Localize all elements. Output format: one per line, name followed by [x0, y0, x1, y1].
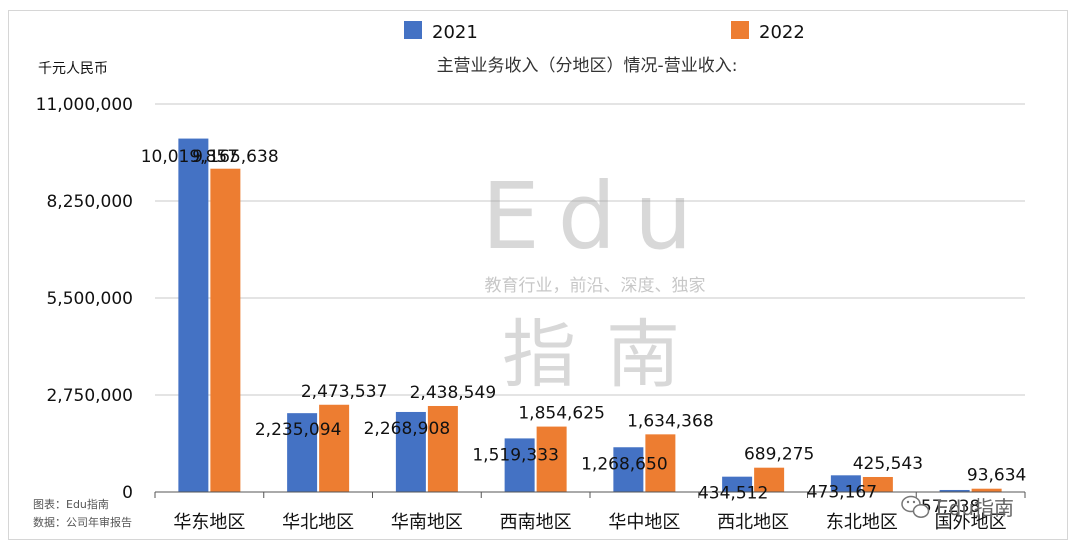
bar-2021 — [939, 489, 970, 492]
data-label-2021: 434,512 — [698, 484, 768, 504]
data-label-2021: 57,238 — [921, 497, 980, 517]
data-label-2022: 425,543 — [853, 454, 923, 474]
category-label: 华南地区 — [391, 512, 463, 533]
axis: 0 2,750,000 5,500,000 8,250,000 11,000,000 华东… — [36, 95, 1026, 533]
data-label-2021: 2,268,908 — [364, 419, 451, 439]
wechat-icon — [901, 495, 930, 518]
bar-2022 — [210, 168, 241, 493]
category-label: 西北地区 — [717, 512, 789, 533]
watermark-cn: 指南 — [502, 312, 710, 398]
bar-2022 — [754, 467, 785, 492]
data-label-2022: 2,438,549 — [410, 383, 497, 403]
chart-title: 主营业务收入（分地区）情况-营业收入: — [437, 56, 738, 76]
watermark-tagline: 教育行业，前沿、深度、独家 — [485, 276, 706, 296]
wechat-text: Edu指南 — [936, 496, 1014, 520]
data-label-2021: 473,167 — [807, 482, 877, 502]
source-chart: 图表：Edu指南 — [33, 497, 109, 511]
data-labels: 10,019,857 2,235,094 2,268,908 1,519,333 1,2… — [141, 147, 1027, 517]
legend: 2021 2022 — [404, 21, 805, 43]
bar-2022 — [536, 426, 567, 492]
bar-2022 — [971, 488, 1002, 492]
watermark: Edu 教育行业，前沿、深度、独家 指南 — [482, 163, 711, 398]
data-label-2021: 2,235,094 — [255, 420, 342, 440]
bars — [178, 138, 1002, 493]
y-tick-label: 8,250,000 — [46, 192, 133, 212]
y-tick-label: 2,750,000 — [46, 386, 133, 406]
chart-frame — [8, 10, 1068, 540]
data-label-2022: 1,854,625 — [518, 404, 605, 424]
y-tick-label: 0 — [122, 483, 133, 503]
category-label: 华东地区 — [173, 512, 245, 533]
data-label-2022: 2,473,537 — [301, 382, 388, 402]
watermark-big: Edu — [482, 163, 711, 270]
legend-swatch-2022 — [731, 21, 749, 39]
data-label-2022: 689,275 — [744, 445, 814, 465]
data-label-2022: 9,165,638 — [192, 147, 279, 167]
data-label-2022: 1,634,368 — [627, 411, 714, 431]
bar-2022 — [645, 434, 676, 492]
bar-2022 — [319, 404, 350, 492]
data-label-2021: 10,019,857 — [141, 147, 238, 167]
category-label: 华中地区 — [608, 512, 680, 533]
bar-2021 — [504, 438, 535, 492]
wechat-badge: Edu指南 — [901, 495, 1014, 520]
bar-2021 — [395, 411, 426, 492]
bar-2021 — [613, 447, 644, 492]
legend-label-2022: 2022 — [759, 22, 805, 43]
data-label-2021: 1,519,333 — [472, 445, 559, 465]
category-label: 东北地区 — [826, 512, 898, 533]
data-label-2022: 93,634 — [967, 466, 1026, 486]
legend-swatch-2021 — [404, 21, 422, 39]
bar-2021 — [722, 476, 753, 492]
bar-2022 — [862, 476, 893, 492]
data-label-2021: 1,268,650 — [581, 454, 668, 474]
y-tick-label: 5,500,000 — [46, 289, 133, 309]
bar-2022 — [427, 405, 458, 492]
legend-label-2021: 2021 — [432, 22, 478, 43]
gridlines — [155, 103, 1025, 396]
bar-2021 — [178, 138, 209, 492]
bar-2021 — [830, 475, 861, 492]
unit-label: 千元人民币 — [38, 61, 108, 77]
source-data: 数据：公司年审报告 — [33, 515, 132, 529]
category-label: 西南地区 — [500, 512, 572, 533]
category-label: 华北地区 — [282, 512, 354, 533]
category-label: 国外地区 — [935, 512, 1007, 533]
bar-2021 — [287, 413, 318, 492]
y-tick-label: 11,000,000 — [36, 95, 133, 115]
